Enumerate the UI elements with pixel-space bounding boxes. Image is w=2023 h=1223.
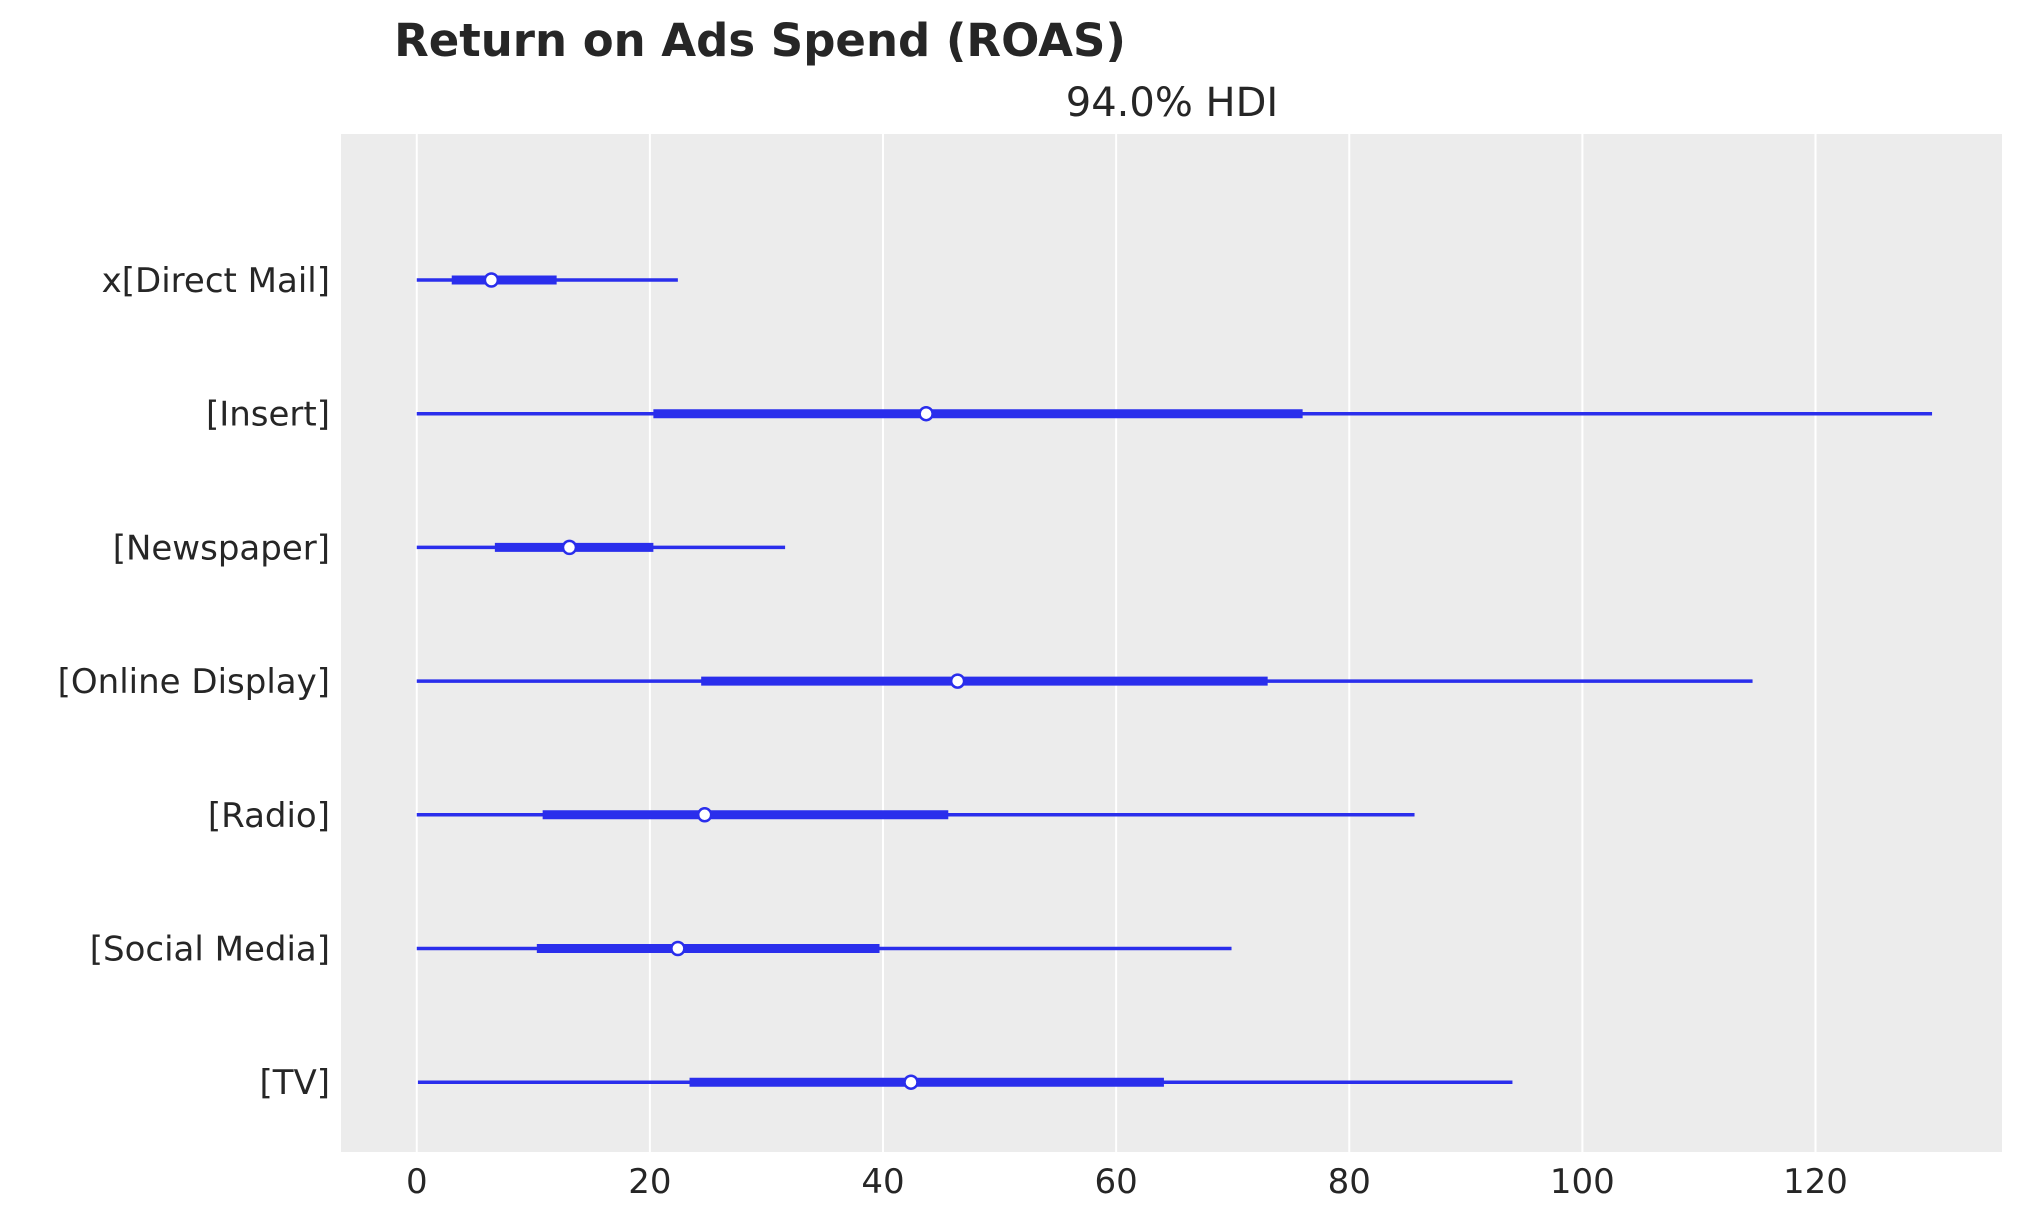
median-point bbox=[561, 539, 578, 556]
median-point bbox=[670, 940, 686, 957]
median-point bbox=[483, 272, 500, 288]
x-tick-label: 60 bbox=[1095, 1162, 1138, 1202]
median-point bbox=[918, 405, 934, 422]
y-category-label: [TV] bbox=[259, 1063, 330, 1103]
chart-subtitle: 94.0% HDI bbox=[1066, 80, 1278, 126]
y-category-label: [Insert] bbox=[206, 395, 330, 435]
median-point bbox=[949, 673, 966, 689]
y-category-label: [Radio] bbox=[208, 796, 330, 836]
median-point bbox=[903, 1074, 919, 1090]
x-tick-label: 0 bbox=[406, 1162, 428, 1202]
y-category-label: x[Direct Mail] bbox=[102, 261, 330, 301]
y-category-label: [Social Media] bbox=[90, 930, 330, 970]
median-point bbox=[696, 807, 713, 823]
x-tick-label: 20 bbox=[628, 1162, 671, 1202]
x-tick-label: 40 bbox=[861, 1162, 904, 1202]
chart-title: Return on Ads Spend (ROAS) bbox=[394, 14, 1126, 67]
plot-area bbox=[341, 134, 2002, 1152]
x-tick-label: 80 bbox=[1328, 1162, 1371, 1202]
y-category-label: [Newspaper] bbox=[113, 528, 330, 568]
x-tick-label: 100 bbox=[1550, 1162, 1615, 1202]
y-category-label: [Online Display] bbox=[58, 662, 330, 702]
x-tick-label: 120 bbox=[1783, 1162, 1848, 1202]
